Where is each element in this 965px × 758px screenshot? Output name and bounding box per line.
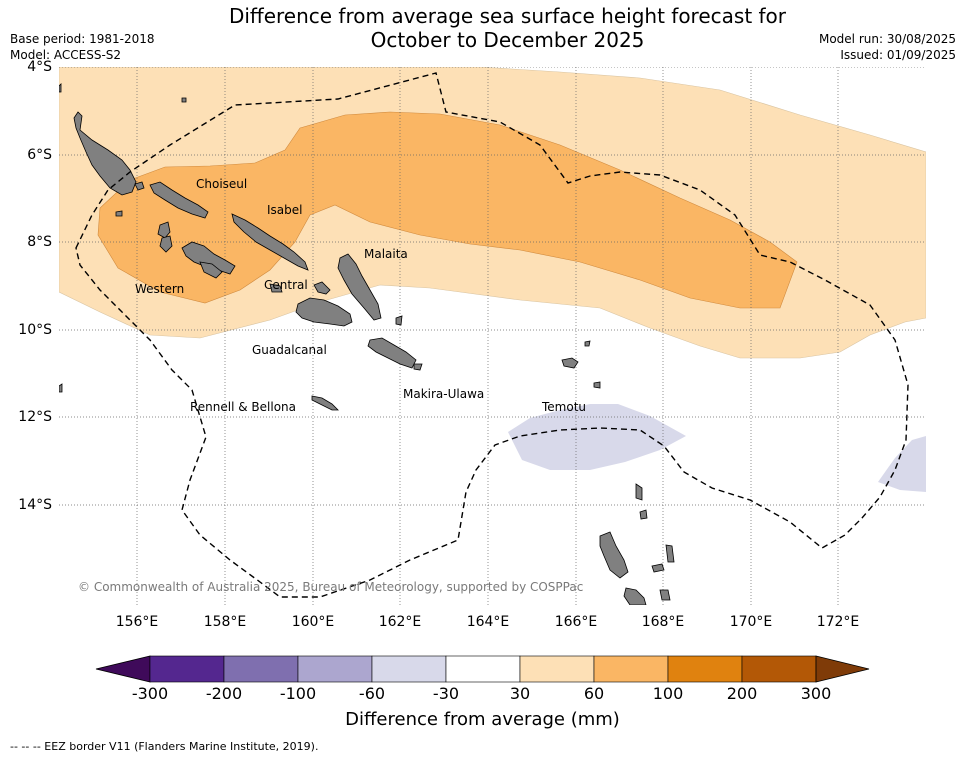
torres-islands xyxy=(635,483,643,501)
model-run: Model run: 30/08/2025 xyxy=(818,32,956,46)
bougainville-island xyxy=(73,111,137,196)
kolombangara-island xyxy=(159,235,173,253)
colorbar-tick-0: -300 xyxy=(131,684,169,703)
base-period: Base period: 1981-2018 xyxy=(10,32,155,46)
lat-label-12s: 12°S xyxy=(18,409,52,425)
lon-label-168e: 168°E xyxy=(641,614,685,630)
colorbar-title: Difference from average (mm) xyxy=(345,709,620,730)
land-masses xyxy=(59,83,675,605)
label-choiseul: Choiseul xyxy=(196,177,248,191)
anomaly-band-60-100 xyxy=(97,111,798,309)
colorbar-segment xyxy=(371,655,447,683)
utupua-island xyxy=(584,340,591,347)
shortland-island xyxy=(134,181,145,191)
colorbar-extend-low xyxy=(95,655,151,683)
colorbar-segment xyxy=(519,655,595,683)
colorbar-tick-7: 100 xyxy=(652,684,684,703)
ulawa-island xyxy=(413,363,423,371)
meta-left: Base period: 1981-2018 Model: ACCESS-S2 xyxy=(10,31,155,63)
russell-islands xyxy=(269,283,283,293)
rennell-island xyxy=(311,395,339,411)
lat-label-6s: 6°S xyxy=(27,147,52,163)
map-title: Difference from average sea surface heig… xyxy=(0,4,965,52)
colorbar xyxy=(95,655,870,683)
colorbar-tick-2: -100 xyxy=(279,684,317,703)
map-area xyxy=(59,67,926,605)
copyright-credit: © Commonwealth of Australia 2025, Bureau… xyxy=(78,580,584,594)
colorbar-segment xyxy=(667,655,743,683)
small-malaita-island xyxy=(395,315,403,326)
lon-label-170e: 170°E xyxy=(729,614,773,630)
colorbar-tick-4: -30 xyxy=(432,684,460,703)
lon-label-172e: 172°E xyxy=(816,614,860,630)
colorbar-segment xyxy=(297,655,373,683)
nissan-island xyxy=(59,83,62,93)
colorbar-tick-5: 30 xyxy=(509,684,531,703)
meta-right: Model run: 30/08/2025 Issued: 01/09/2025 xyxy=(819,31,956,63)
colorbar-segment xyxy=(593,655,669,683)
lon-label-162e: 162°E xyxy=(378,614,422,630)
vella-lavella-island xyxy=(157,221,171,239)
pentecost-island xyxy=(651,563,665,573)
florida-islands xyxy=(313,281,331,295)
anomaly-band-neg60-neg30 xyxy=(508,404,686,470)
graticule xyxy=(59,67,926,605)
santa-cruz-island xyxy=(561,357,579,369)
label-western: Western xyxy=(135,282,185,296)
lon-label-166e: 166°E xyxy=(554,614,598,630)
colorbar-tick-8: 200 xyxy=(726,684,758,703)
colorbar-tick-6: 60 xyxy=(583,684,605,703)
lat-label-4s: 4°S xyxy=(27,59,52,75)
isabel-island xyxy=(231,213,309,271)
makira-island xyxy=(367,337,417,369)
malaita-island xyxy=(337,253,382,321)
colorbar-tick-1: -200 xyxy=(205,684,243,703)
lon-label-158e: 158°E xyxy=(203,614,247,630)
ontong-java-island xyxy=(59,383,63,393)
title-line-2: October to December 2025 xyxy=(370,28,645,52)
espiritu-santo-island xyxy=(599,531,629,579)
lon-label-164e: 164°E xyxy=(466,614,510,630)
label-malaita: Malaita xyxy=(364,247,408,261)
label-central: Central xyxy=(264,278,308,292)
malekula-island xyxy=(623,587,647,605)
lat-label-10s: 10°S xyxy=(18,322,52,338)
eez-legend-note: -- -- -- EEZ border V11 (Flanders Marine… xyxy=(10,740,319,753)
lon-label-160e: 160°E xyxy=(291,614,335,630)
label-rennell-bellona: Rennell & Bellona xyxy=(190,400,297,414)
issued-date: Issued: 01/09/2025 xyxy=(840,48,956,62)
lat-label-14s: 14°S xyxy=(18,497,52,513)
lat-label-8s: 8°S xyxy=(27,234,52,250)
vanikoro-island xyxy=(593,381,601,389)
colorbar-segment xyxy=(149,655,225,683)
label-isabel: Isabel xyxy=(267,203,303,217)
title-line-1: Difference from average sea surface heig… xyxy=(228,4,787,28)
anomaly-band-neg60-neg30-east xyxy=(878,436,926,492)
colorbar-extend-high xyxy=(815,655,870,683)
label-makira-ulawa: Makira-Ulawa xyxy=(403,387,485,401)
new-georgia-island xyxy=(181,241,236,275)
nuguria-island xyxy=(181,97,187,103)
colorbar-segment xyxy=(223,655,299,683)
label-guadalcanal: Guadalcanal xyxy=(252,343,327,357)
ambrym-island xyxy=(659,589,671,601)
label-temotu: Temotu xyxy=(542,400,587,414)
banks-islands xyxy=(639,509,648,520)
colorbar-segment xyxy=(445,655,521,683)
guadalcanal-island xyxy=(295,297,353,327)
lon-label-156e: 156°E xyxy=(115,614,159,630)
colorbar-segment xyxy=(741,655,817,683)
choiseul-island xyxy=(149,181,209,219)
colorbar-tick-3: -60 xyxy=(358,684,386,703)
treasury-island xyxy=(115,210,123,217)
maewo-island xyxy=(665,544,675,563)
rendova-island xyxy=(199,261,223,279)
colorbar-tick-9: 300 xyxy=(800,684,832,703)
model-name: Model: ACCESS-S2 xyxy=(10,48,122,62)
